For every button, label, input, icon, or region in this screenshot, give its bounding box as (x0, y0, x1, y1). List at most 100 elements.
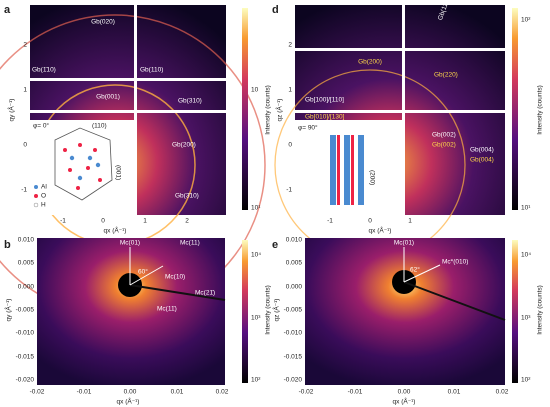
colorbar (242, 8, 248, 210)
annotation: Gb(004) (470, 147, 494, 154)
detector-gap (30, 78, 226, 81)
inset (30, 120, 134, 215)
y-ticks: 0.010 0.005 0.000 -0.005 -0.010 -0.015 -… (16, 237, 35, 384)
annotation: Mc(01) (394, 240, 414, 247)
annotation: Gb(110) (140, 67, 163, 74)
annotation: Gb(001) (96, 94, 120, 101)
panel-d: d φ= 90° (200) Gb(113) Gb(200) Gb(220) G… (272, 0, 544, 261)
x-tick-label: 0 (368, 218, 372, 225)
x-tick-label: 0 (101, 218, 105, 225)
y-tick-label: -0.005 (284, 307, 303, 314)
y-tick-label: -0.015 (284, 354, 303, 361)
y-axis-label: qz (Å⁻¹) (272, 299, 281, 322)
annotation: Gb(1̄10) (32, 67, 56, 74)
x-tick-label: 0.01 (171, 389, 184, 396)
y-tick-label: -0.005 (16, 307, 35, 314)
annotation: 60° (138, 268, 148, 276)
y-tick-label: 0.000 (18, 284, 35, 291)
annotation: Gb(200) (172, 142, 196, 149)
y-tick-label: 2 (23, 42, 27, 49)
y-tick-label: -1 (286, 187, 292, 194)
y-axis-label: qz (Å⁻¹) (275, 99, 284, 122)
annotation: Mc(11̄) (157, 306, 177, 313)
annotation: Gb(004) (470, 157, 494, 164)
panel-e: e Mc(01) Mc*(010) 62° 0.010 0.005 0.000 … (272, 237, 544, 406)
x-axis-label: qx (Å⁻¹) (104, 226, 127, 235)
annotation: Gb(002) (432, 132, 456, 139)
y-axis-label: qy (Å⁻¹) (4, 299, 13, 322)
inset-angle: φ= 90° (298, 124, 318, 132)
y-tick-label: -0.015 (16, 354, 35, 361)
y-tick-label: 0.010 (18, 237, 35, 244)
x-tick-label: 0.00 (398, 389, 411, 396)
y-tick-label: -0.010 (284, 330, 303, 337)
y-tick-label: 0.010 (286, 237, 303, 244)
diffraction-image (37, 238, 225, 385)
x-axis-label: qx (Å⁻¹) (117, 397, 140, 406)
x-tick-label: 0.02 (216, 389, 229, 396)
x-tick-label: -1 (327, 218, 333, 225)
plane-label: (110) (92, 123, 107, 130)
panel-a: a φ= 0° (110) (001) Al O H Gb(020) Gb(1̄… (0, 4, 272, 316)
colorbar-tick-label: 10² (251, 377, 261, 384)
x-tick-label: 1 (408, 218, 412, 225)
x-tick-label: 0.01 (448, 389, 461, 396)
beam-stop-arm (129, 284, 226, 301)
x-tick-label: 0.00 (124, 389, 137, 396)
y-tick-label: 0.005 (18, 260, 35, 267)
crystal-layers (330, 135, 364, 205)
legend-marker (34, 194, 38, 198)
annotation: Gb(3̄10) (175, 193, 199, 200)
panel-label: a (4, 4, 11, 16)
colorbar-tick-label: 10² (521, 17, 531, 24)
colorbar-tick-label: 10¹ (251, 205, 261, 212)
x-tick-label: -0.01 (77, 389, 92, 396)
vector (403, 264, 441, 283)
y-tick-label: 0.005 (286, 260, 303, 267)
panel-label: b (4, 239, 11, 251)
panel-label: e (272, 239, 278, 251)
annotation: Gb(220) (434, 72, 458, 79)
legend-marker (34, 185, 38, 189)
annotation: Mc(21̄) (195, 290, 215, 297)
y-tick-label: 0.000 (286, 284, 303, 291)
colorbar-label: Intensity (counts) (265, 285, 272, 335)
vector (129, 265, 164, 286)
colorbar-tick-label: 10⁴ (521, 252, 531, 259)
x-tick-label: -0.02 (30, 389, 45, 396)
annotation: Gb(020) (91, 19, 115, 26)
x-tick-label: -0.02 (299, 389, 314, 396)
detector-gap (295, 48, 505, 51)
detector-gap (295, 110, 505, 113)
detector-gap (402, 5, 405, 215)
annotation: Mc(10) (165, 274, 185, 281)
y-tick-label: -0.010 (16, 330, 35, 337)
x-axis-label: qx (Å⁻¹) (369, 226, 392, 235)
plane-label: (200) (368, 170, 375, 185)
colorbar-label: Intensity (counts) (265, 85, 272, 135)
colorbar-tick-label: 10¹ (521, 205, 531, 212)
colorbar (512, 8, 518, 210)
legend-text: H (41, 202, 46, 209)
colorbar-label: Intensity (counts) (537, 85, 544, 135)
x-tick-label: -0.01 (348, 389, 363, 396)
x-tick-label: 1 (143, 218, 147, 225)
annotation: Gb(200) (358, 59, 382, 66)
y-tick-label: -1 (21, 187, 27, 194)
colorbar-tick-label: 10² (521, 377, 531, 384)
annotation: Gb(002) (432, 142, 456, 149)
detector-gap (134, 5, 137, 215)
atoms (69, 155, 101, 181)
x-axis-label: qx (Å⁻¹) (393, 397, 416, 406)
annotation: Gb[010]/[130] (305, 114, 345, 121)
panel-label: d (272, 4, 279, 16)
y-tick-label: 0 (288, 142, 292, 149)
crystal-outline (54, 127, 113, 201)
legend-marker (33, 202, 39, 208)
annotation: Mc*(010) (442, 259, 468, 266)
colorbar-tick-label: 10 (251, 87, 259, 94)
detector-gap (30, 110, 226, 113)
colorbar (512, 240, 518, 383)
y-tick-label: 0 (23, 142, 27, 149)
